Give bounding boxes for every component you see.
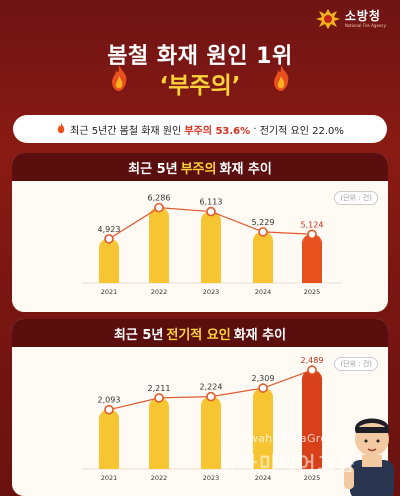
bar-base: [99, 275, 119, 283]
agency-sub: National Fire Agency: [344, 23, 386, 28]
panel-title-pre: 최근 5년: [128, 161, 178, 177]
summary-sep: ·: [253, 123, 257, 135]
chart-panel-electrical: 최근 5년 전기적 요인 화재 추이 (단위 : 건) 2021 2022 2023…: [12, 319, 388, 496]
panel-title-pre: 최근 5년: [113, 327, 164, 343]
bar: [99, 409, 119, 469]
watermark-en: DamwahMediaGroup: [222, 432, 342, 445]
data-point: [154, 202, 164, 213]
bar: [149, 207, 169, 283]
summary-item2: 전기적 요인 22.0%: [259, 125, 344, 137]
x-tick-label: 2023: [203, 474, 220, 482]
unit-label: (단위 : 건): [334, 191, 378, 205]
fire-icon: [57, 123, 65, 134]
bar-base: [149, 461, 169, 469]
data-label: 2,489: [301, 356, 324, 365]
data-label: 5,124: [301, 220, 324, 229]
data-label: 2,309: [252, 374, 275, 383]
bar: [253, 231, 273, 283]
bar: [99, 238, 119, 283]
bar: [253, 388, 273, 469]
data-point: [154, 393, 164, 403]
data-label: 2,211: [148, 384, 171, 393]
panel-title-highlight: 부주의: [180, 161, 217, 177]
bar-chart-electrical: 2021 2022 2023 2024 2025 2,093 2,211 2,224 2,309…: [82, 356, 342, 482]
page-subtitle: ‘부주의’: [159, 73, 241, 99]
bar: [201, 211, 221, 283]
firefighter-illustration: [344, 418, 394, 496]
page-title: 봄철 화재 원인 1위: [107, 44, 293, 69]
x-tick-label: 2023: [203, 288, 220, 296]
x-tick-label: 2025: [304, 288, 321, 296]
data-label: 5,229: [252, 218, 275, 227]
agency-name: 소방청: [344, 9, 381, 23]
x-tick-label: 2022: [151, 474, 168, 482]
unit-label: (단위 : 건): [334, 357, 378, 371]
data-point: [258, 227, 268, 237]
x-tick-label: 2021: [101, 288, 118, 296]
summary-prefix: 최근 5년간 봄철 화재 원인: [70, 125, 182, 137]
bar-base: [302, 275, 322, 283]
data-point: [206, 391, 216, 402]
emblem-icon: [315, 8, 341, 30]
panel-title: 최근 5년 부주의 화재 추이: [12, 153, 388, 181]
flame-icon: [274, 65, 289, 91]
panel-title: 최근 5년 전기적 요인 화재 추이: [12, 319, 388, 347]
bar-base: [201, 275, 221, 283]
bar-base: [149, 275, 169, 283]
data-point: [206, 206, 216, 217]
x-tick-label: 2025: [304, 474, 321, 482]
bar-chart-carelessness: 2021 2022 2023 2024 2025 4,923 6,286 6,113 5,229…: [82, 194, 342, 296]
bar-base: [201, 461, 221, 469]
bar: [302, 370, 322, 469]
data-label: 2,224: [200, 383, 223, 392]
data-label: 2,093: [98, 396, 121, 405]
data-label: 4,923: [98, 225, 121, 234]
bar-base: [302, 461, 322, 469]
summary-item1: 부주의 53.6%: [184, 125, 251, 137]
data-label: 6,113: [200, 198, 223, 207]
data-point: [258, 383, 268, 393]
bar-base: [99, 461, 119, 469]
summary-bar: 최근 5년간 봄철 화재 원인 부주의 53.6% · 전기적 요인 22.0%: [13, 115, 387, 143]
panel-title-highlight: 전기적 요인: [166, 327, 231, 343]
bar: [201, 396, 221, 469]
data-point: [104, 404, 114, 415]
bar-base: [253, 275, 273, 283]
agency-logo: 소방청 National Fire Agency: [315, 8, 386, 30]
x-tick-label: 2024: [255, 288, 272, 296]
flame-icon: [112, 65, 127, 91]
x-tick-label: 2022: [151, 288, 168, 296]
data-point: [104, 234, 114, 244]
bar: [149, 397, 169, 469]
data-point: [307, 229, 317, 240]
watermark-ko: 담와미디어그룹: [220, 453, 357, 475]
x-tick-label: 2021: [101, 474, 118, 482]
panel-title-post: 화재 추이: [233, 327, 287, 343]
bar-base: [253, 461, 273, 469]
x-tick-label: 2024: [255, 474, 272, 482]
data-label: 6,286: [148, 194, 171, 203]
chart-panel-carelessness: 최근 5년 부주의 화재 추이 (단위 : 건) 2021 2022 2023 202…: [12, 153, 388, 312]
bar: [302, 234, 322, 283]
data-point: [307, 365, 317, 375]
panel-title-post: 화재 추이: [219, 161, 272, 177]
